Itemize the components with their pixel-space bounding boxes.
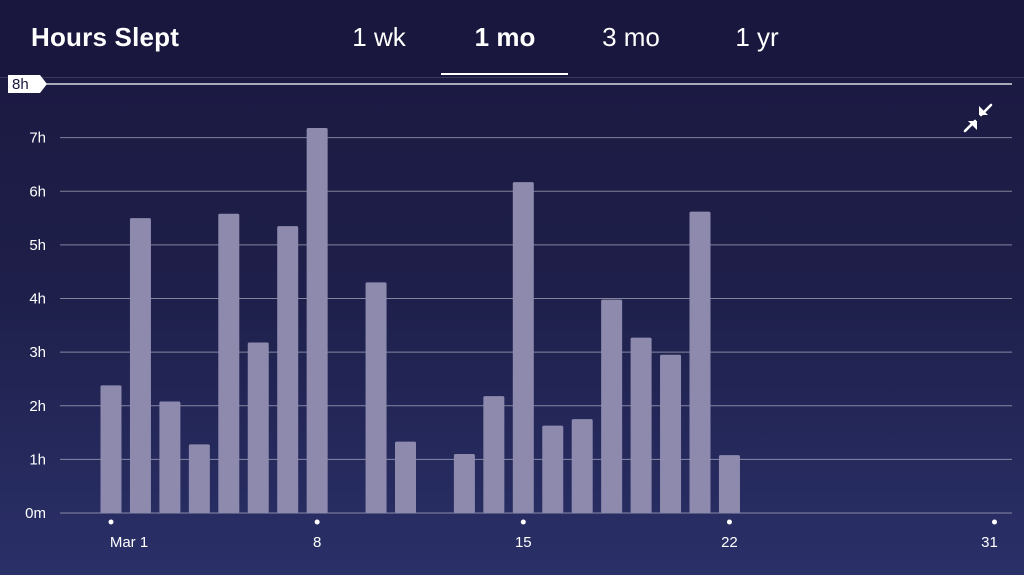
x-axis-ticks: Mar 1 8 15 22 31 (108, 519, 998, 551)
y-tick-label: 5h (29, 237, 46, 254)
bar-day-14[interactable] (483, 396, 505, 513)
collapse-arrows-icon (963, 103, 993, 133)
y-max-tag (8, 75, 47, 93)
tab-1-year[interactable]: 1 yr (735, 22, 779, 52)
tab-3-months[interactable]: 3 mo (602, 22, 660, 52)
bar-day-6[interactable] (247, 342, 269, 513)
y-tick-label: 3h (29, 344, 46, 361)
bar-day-19[interactable] (630, 337, 652, 513)
bar-day-11[interactable] (395, 441, 416, 513)
x-tick-dot (992, 519, 997, 525)
y-tick-label: 4h (29, 291, 46, 308)
collapse-button[interactable] (960, 100, 996, 136)
bar-day-8[interactable] (306, 127, 328, 513)
x-tick-label: 22 (721, 534, 738, 551)
x-tick-label: 8 (313, 534, 321, 551)
bar-day-13[interactable] (453, 454, 475, 513)
y-tick-label: 2h (29, 398, 46, 415)
bar-day-17[interactable] (571, 419, 593, 513)
x-tick-label: Mar 1 (110, 534, 148, 551)
bar-day-21[interactable] (689, 211, 711, 513)
bar-day-1[interactable] (100, 385, 122, 513)
y-tick-label: 0m (25, 505, 46, 522)
bar-day-2[interactable] (129, 218, 151, 513)
x-tick-label: 31 (981, 534, 998, 551)
y-tick-label: 6h (29, 183, 46, 200)
tab-1-week[interactable]: 1 wk (352, 22, 406, 52)
bar-day-16[interactable] (542, 425, 564, 513)
y-axis-ticks: 0m 1h 2h 3h 4h 5h 6h 7h 8h (8, 75, 47, 522)
bar-series (100, 127, 740, 514)
bar-day-18[interactable] (601, 299, 623, 513)
y-tick-label: 8h (12, 76, 29, 93)
tab-1-month[interactable]: 1 mo (474, 22, 536, 52)
y-tick-label: 1h (29, 451, 46, 468)
x-tick-dot (726, 519, 732, 525)
x-tick-dot (520, 519, 526, 525)
active-tab-indicator (441, 73, 568, 75)
header-divider (0, 77, 1024, 78)
x-tick-dot (314, 519, 320, 525)
bar-day-10[interactable] (365, 282, 387, 513)
header-bar: Hours Slept 1 wk 1 mo 3 mo 1 yr (0, 0, 1024, 78)
bar-day-4[interactable] (188, 444, 210, 513)
x-tick-label: 15 (515, 534, 532, 551)
bar-day-22[interactable] (718, 455, 740, 513)
bar-day-3[interactable] (159, 401, 181, 513)
bar-day-20[interactable] (660, 354, 682, 513)
bar-day-5[interactable] (218, 213, 240, 513)
bar-day-15[interactable] (512, 182, 534, 514)
bar-day-7[interactable] (277, 226, 299, 513)
x-tick-dot (108, 519, 114, 525)
y-tick-label: 7h (29, 130, 46, 147)
page-title: Hours Slept (31, 22, 180, 52)
